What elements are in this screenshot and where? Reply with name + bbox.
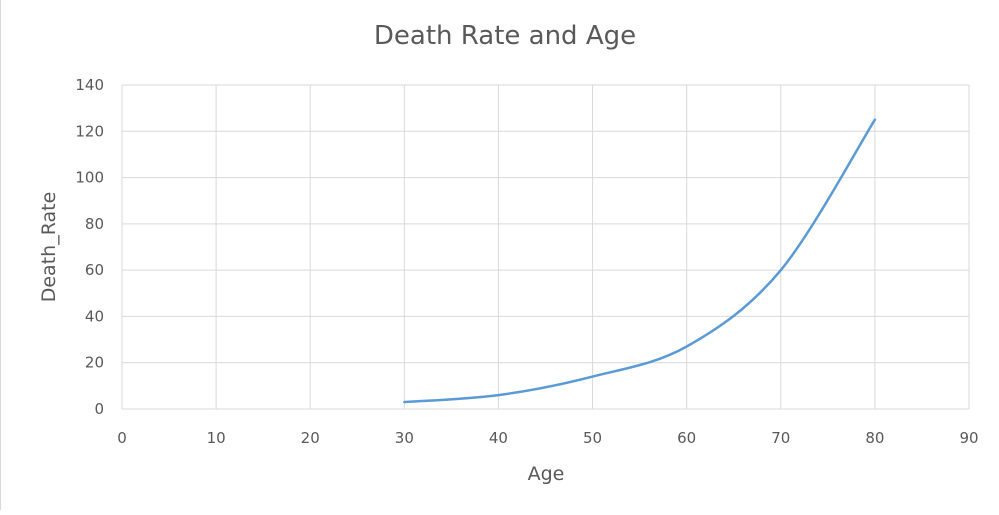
series-group [403,118,877,404]
x-tick-label: 50 [583,429,602,447]
x-tick-label: 10 [207,429,226,447]
y-tick-label: 140 [75,76,104,94]
x-axis-title: Age [528,463,565,485]
y-axis-title: Death_Rate [38,192,60,303]
y-tick-label: 80 [85,215,104,233]
y-tick-label: 60 [85,261,104,279]
x-tick-label: 60 [677,429,696,447]
y-tick-label: 120 [75,122,104,140]
x-tick-label: 70 [771,429,790,447]
y-tick-label: 40 [85,307,104,325]
y-tick-label: 100 [75,169,104,187]
chart-title: Death Rate and Age [374,21,636,51]
x-tick-label: 40 [489,429,508,447]
x-tick-label: 90 [959,429,978,447]
x-tick-label: 30 [395,429,414,447]
x-tick-label: 80 [865,429,884,447]
x-tick-label: 20 [301,429,320,447]
y-tick-label: 20 [85,354,104,372]
x-axis-ticks: 0 10 20 30 40 50 60 70 80 90 [117,429,978,447]
gridlines [121,84,970,410]
series-line [403,118,877,404]
y-axis-ticks: 0 20 40 60 80 100 120 140 [75,76,104,418]
y-tick-label: 0 [94,400,104,418]
x-tick-label: 0 [117,429,127,447]
